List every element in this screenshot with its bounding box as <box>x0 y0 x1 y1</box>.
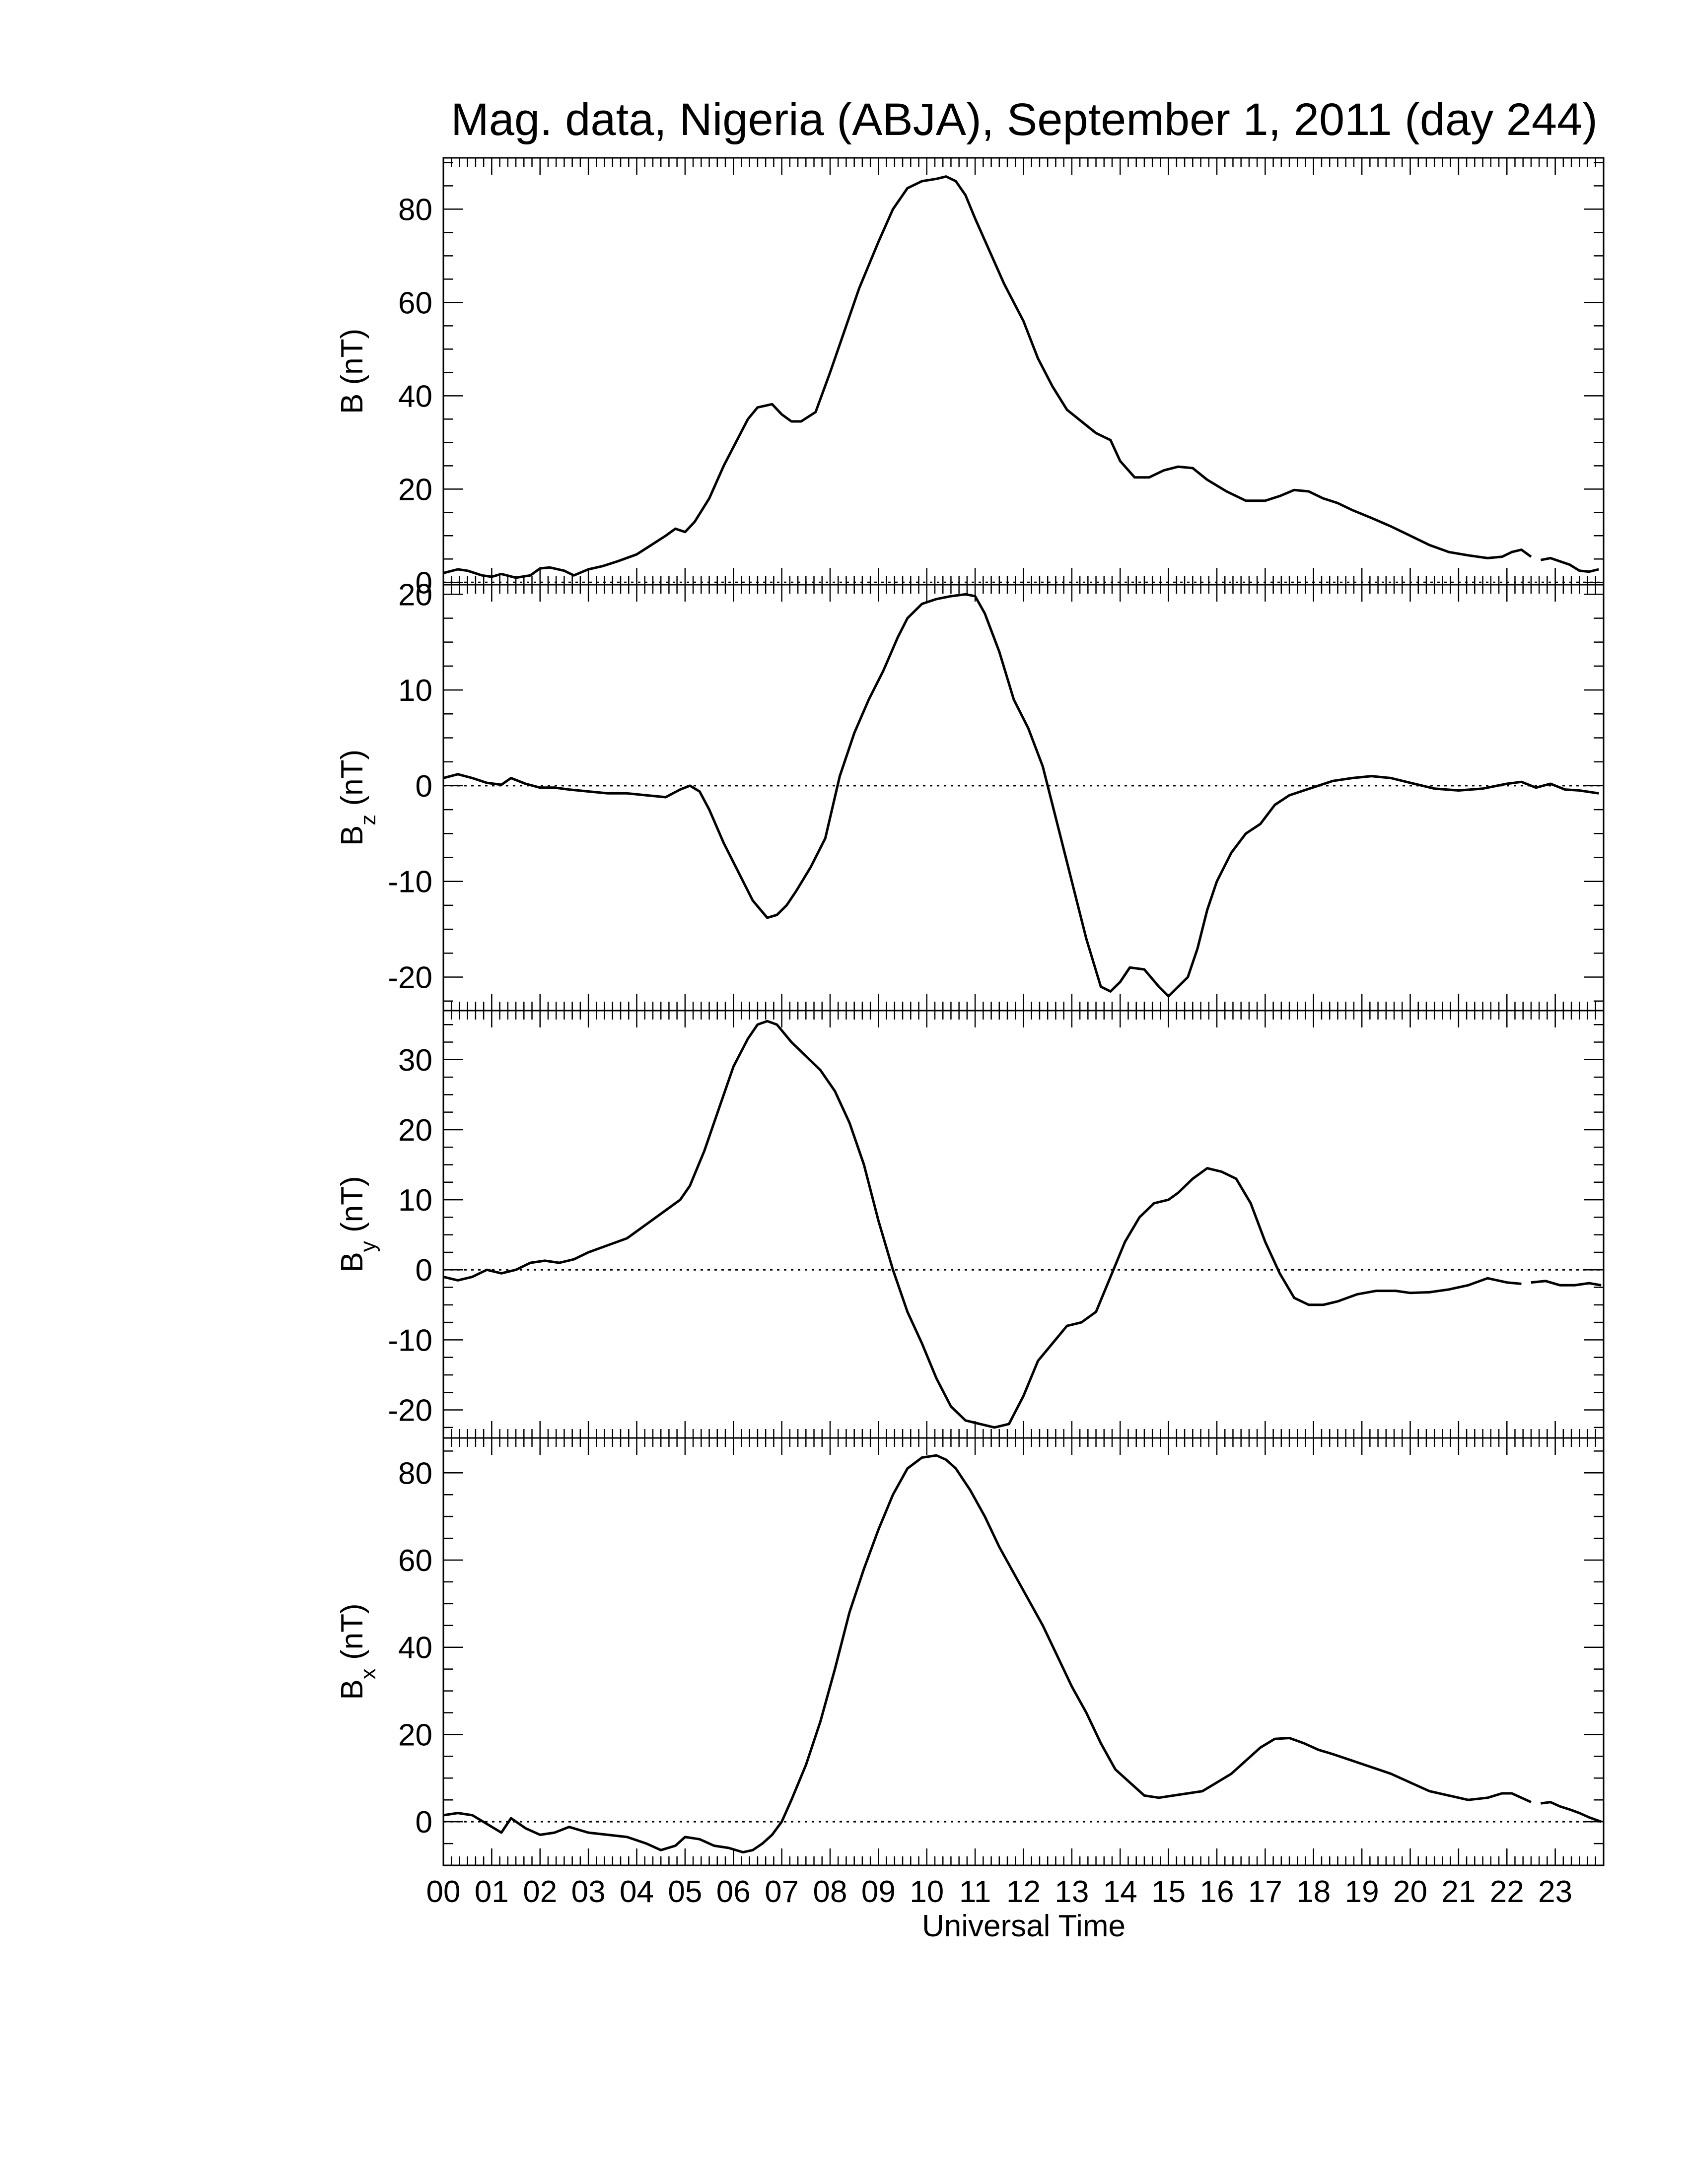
x-tick-label: 01 <box>475 1875 509 1909</box>
y-tick-label: 0 <box>416 1253 432 1288</box>
y-axis-label: B (nT) <box>335 329 369 414</box>
y-axis-label: By (nT) <box>335 1176 380 1272</box>
x-axis-tick-labels: 00 01 02 03 04 05 06 07 08 09 10 11 12 13 14 15 16 17 18 19… <box>426 1875 1573 1909</box>
y-tick-label: 30 <box>398 1043 432 1078</box>
y-tick-label: 60 <box>398 286 432 320</box>
x-tick-label: 21 <box>1441 1875 1476 1909</box>
x-tick-label: 10 <box>910 1875 944 1909</box>
x-tick-label: 05 <box>668 1875 702 1909</box>
y-tick-label: 80 <box>398 1456 432 1491</box>
x-tick-label: 11 <box>959 1875 991 1909</box>
x-tick-label: 15 <box>1151 1875 1186 1909</box>
y-tick-label: 20 <box>398 473 432 507</box>
y-tick-label: 40 <box>398 1631 432 1665</box>
x-tick-label: 14 <box>1103 1875 1137 1909</box>
y-tick-label: 20 <box>398 1113 432 1148</box>
y-tick-label: 60 <box>398 1544 432 1578</box>
y-tick-label: -20 <box>388 1394 432 1428</box>
y-axis-label: Bz (nT) <box>335 750 380 846</box>
x-tick-label: 03 <box>571 1875 606 1909</box>
series-line-Bx-0 <box>443 1454 1532 1854</box>
panel-frame <box>442 157 1605 586</box>
series-line-By-1 <box>1531 1280 1602 1287</box>
panel-B: 0 20 40 60 80 B (nT) <box>335 157 1605 600</box>
y-tick-label: 0 <box>416 1805 432 1840</box>
x-axis-title: Universal Time <box>922 1909 1125 1943</box>
y-tick-label: 40 <box>398 379 432 413</box>
y-tick-label: 10 <box>398 1183 432 1218</box>
series-line-By-0 <box>443 1020 1522 1429</box>
series-line-Bz-0 <box>443 593 1599 998</box>
y-axis-label: Bx (nT) <box>335 1603 380 1700</box>
x-tick-label: 19 <box>1345 1875 1379 1909</box>
x-tick-label: 00 <box>426 1875 461 1909</box>
x-tick-label: 20 <box>1393 1875 1427 1909</box>
y-tick-label: -20 <box>388 961 432 995</box>
y-tick-label: 0 <box>416 566 432 600</box>
x-tick-label: 09 <box>861 1875 896 1909</box>
y-tick-label: -10 <box>388 865 432 899</box>
y-tick-label: 10 <box>398 674 432 708</box>
y-tick-label: 20 <box>398 1718 432 1752</box>
x-tick-label: 16 <box>1200 1875 1234 1909</box>
x-tick-label: 08 <box>813 1875 847 1909</box>
chart-title: Mag. data, Nigeria (ABJA), September 1, … <box>451 94 1598 145</box>
x-tick-label: 17 <box>1248 1875 1282 1909</box>
x-tick-label: 13 <box>1055 1875 1089 1909</box>
y-tick-label: 20 <box>398 578 432 612</box>
x-tick-label: 04 <box>620 1875 654 1909</box>
x-tick-label: 23 <box>1538 1875 1572 1909</box>
panel-By: -20 -10 0 10 20 30 By (nT) <box>335 1010 1605 1439</box>
x-tick-label: 22 <box>1490 1875 1524 1909</box>
y-tick-label: 0 <box>416 769 432 804</box>
y-tick-label: 80 <box>398 193 432 227</box>
panel-frame <box>442 1437 1605 1866</box>
series-line-Bx-1 <box>1541 1801 1602 1823</box>
panel-frame <box>442 584 1605 1012</box>
panel-frame <box>442 1010 1605 1439</box>
x-tick-label: 12 <box>1006 1875 1041 1909</box>
series-line-B-0 <box>443 175 1532 579</box>
x-tick-label: 02 <box>523 1875 557 1909</box>
x-tick-label: 18 <box>1296 1875 1331 1909</box>
x-tick-label: 06 <box>716 1875 751 1909</box>
panel-Bz: -20 -10 0 10 20 Bz (nT) <box>335 578 1605 1012</box>
panel-Bx: 0 20 40 60 80 Bx (nT) <box>335 1437 1605 1866</box>
series-line-B-1 <box>1540 556 1599 573</box>
y-tick-label: -10 <box>388 1323 432 1358</box>
x-tick-label: 07 <box>765 1875 799 1909</box>
